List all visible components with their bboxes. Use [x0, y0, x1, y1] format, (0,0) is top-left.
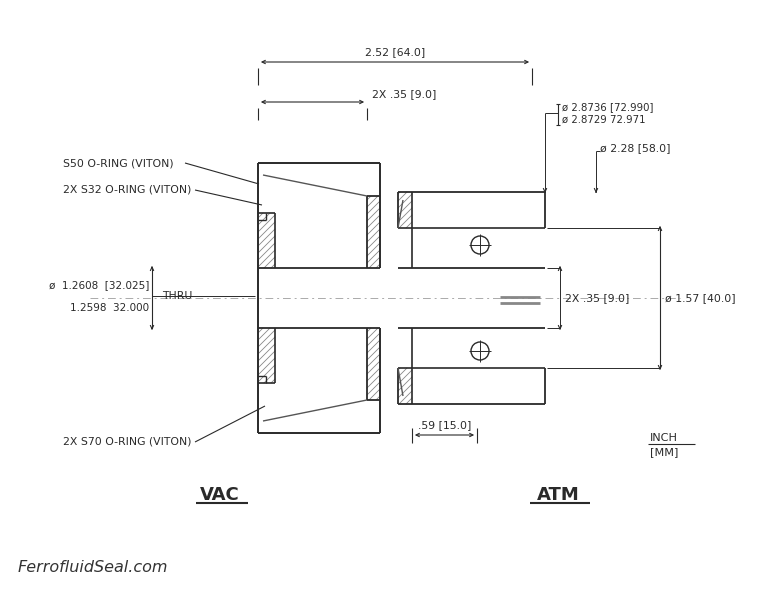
Text: ATM: ATM — [537, 486, 579, 504]
Text: 2.52 [64.0]: 2.52 [64.0] — [365, 47, 425, 57]
Text: ø 2.8729 72.971: ø 2.8729 72.971 — [562, 115, 645, 125]
Text: ø 1.57 [40.0]: ø 1.57 [40.0] — [665, 293, 736, 303]
Text: 1.2598  32.000: 1.2598 32.000 — [57, 303, 149, 313]
Text: ø  1.2608  [32.025]: ø 1.2608 [32.025] — [49, 280, 149, 290]
Text: S50 O-RING (VITON): S50 O-RING (VITON) — [63, 158, 174, 168]
Text: INCH: INCH — [650, 433, 678, 443]
Text: 2X .35 [9.0]: 2X .35 [9.0] — [372, 89, 436, 99]
Text: ø 2.8736 [72.990]: ø 2.8736 [72.990] — [562, 102, 654, 112]
Text: .59 [15.0]: .59 [15.0] — [418, 420, 471, 430]
Text: FerrofluidSeal.com: FerrofluidSeal.com — [18, 560, 168, 575]
Text: [MM]: [MM] — [650, 447, 679, 457]
Text: 2X S70 O-RING (VITON): 2X S70 O-RING (VITON) — [63, 437, 191, 447]
Text: VAC: VAC — [200, 486, 240, 504]
Text: ø 2.28 [58.0]: ø 2.28 [58.0] — [600, 143, 671, 153]
Text: 2X S32 O-RING (VITON): 2X S32 O-RING (VITON) — [63, 185, 191, 195]
Text: THRU: THRU — [162, 291, 192, 301]
Text: 2X .35 [9.0]: 2X .35 [9.0] — [565, 293, 629, 303]
